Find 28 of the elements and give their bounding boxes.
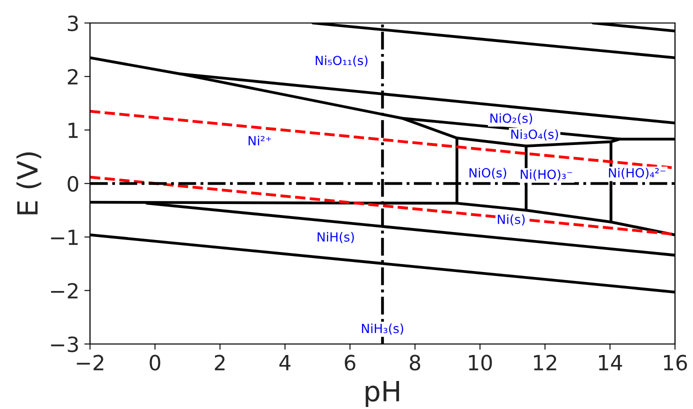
annotation: Ni²⁺ [248,136,272,146]
y-tick-label: −3 [51,336,78,352]
x-tick-label: 2 [214,354,225,370]
x-tick-label: 10 [469,354,492,371]
y-tick-label: 0 [68,176,78,192]
y-tick-label: 1 [68,122,78,138]
x-tick-label: 12 [534,354,556,370]
x-tick-label: 4 [279,355,290,370]
x-tick-label: 8 [410,354,420,371]
x-tick-label: 0 [150,354,160,371]
y-tick-label: 2 [68,68,78,84]
annotation: NiH(s) [318,232,354,244]
y-axis-title: E (V) [16,152,42,214]
y-tick-label: −1 [51,230,78,245]
annotation: NiO(s) [470,168,506,179]
x-tick-label: 6 [344,354,356,371]
x-axis-title: pH [366,380,400,408]
annotation: NiO₂(s) [490,113,532,124]
annotation: Ni(HO)₃⁻ [520,169,572,181]
annotation: NiH₃(s) [362,324,404,335]
x-tick-label: 14 [599,355,622,370]
annotation: Ni(HO)₄²⁻ [608,168,666,179]
annotation: Ni₃O₄(s) [511,129,558,140]
y-tick-label: −2 [51,282,78,298]
annotation: Ni₅O₁₁(s) [316,55,368,67]
y-tick-label: 3 [68,15,78,32]
x-tick-label: 16 [664,354,687,371]
annotation: Ni(s) [498,214,525,226]
